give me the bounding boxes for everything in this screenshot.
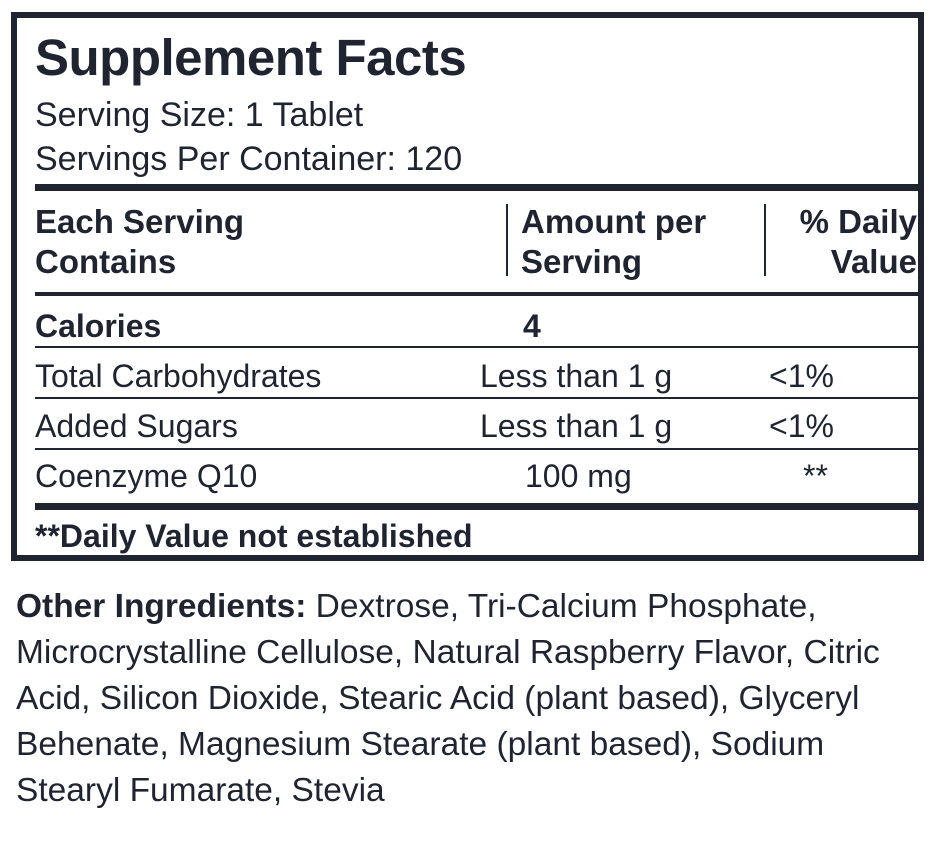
- label-title: Supplement Facts: [35, 29, 467, 86]
- nutrient-amount: 100 mg: [525, 458, 632, 494]
- other-ingredients-text: Dextrose, Tri-Calcium Phosphate, Microcr…: [16, 588, 880, 809]
- nutrient-daily-value: <1%: [769, 358, 834, 394]
- header-dv-line1: % Daily: [799, 203, 917, 240]
- divider-under-header: [35, 292, 921, 296]
- other-ingredients-heading: Other Ingredients:: [16, 588, 307, 625]
- nutrient-amount: Less than 1 g: [480, 408, 673, 444]
- row-divider: [35, 397, 921, 399]
- header-amount-per-serving: Amount per Serving: [521, 202, 706, 282]
- servings-per-container: Servings Per Container: 120: [35, 140, 463, 178]
- serving-size: Serving Size: 1 Tablet: [35, 96, 364, 134]
- calories-amount: 4: [523, 308, 541, 344]
- header-daily-value: % Daily Value: [777, 202, 917, 282]
- header-separator-1: [506, 204, 508, 276]
- supplement-facts-panel: Supplement Facts Serving Size: 1 Tablet …: [11, 12, 924, 561]
- row-divider: [35, 346, 921, 348]
- other-ingredients: Other Ingredients: Dextrose, Tri-Calcium…: [16, 584, 936, 814]
- header-amount-line2: Serving: [521, 243, 643, 280]
- nutrient-name: Total Carbohydrates: [35, 358, 322, 394]
- footnote: **Daily Value not established: [35, 518, 473, 554]
- header-each-serving-line2: Contains: [35, 243, 177, 280]
- nutrient-name: Added Sugars: [35, 408, 238, 444]
- nutrient-daily-value: <1%: [769, 408, 834, 444]
- header-separator-2: [764, 204, 766, 276]
- nutrient-name: Coenzyme Q10: [35, 458, 258, 494]
- header-amount-line1: Amount per: [521, 203, 707, 240]
- row-divider: [35, 448, 921, 450]
- nutrient-daily-value: **: [803, 458, 828, 494]
- calories-label: Calories: [35, 308, 162, 344]
- thick-divider-top: [35, 184, 921, 191]
- header-each-serving: Each Serving Contains: [35, 202, 244, 282]
- thick-divider-bottom: [35, 503, 921, 510]
- nutrient-amount: Less than 1 g: [480, 358, 673, 394]
- header-each-serving-line1: Each Serving: [35, 203, 245, 240]
- header-dv-line2: Value: [830, 243, 917, 280]
